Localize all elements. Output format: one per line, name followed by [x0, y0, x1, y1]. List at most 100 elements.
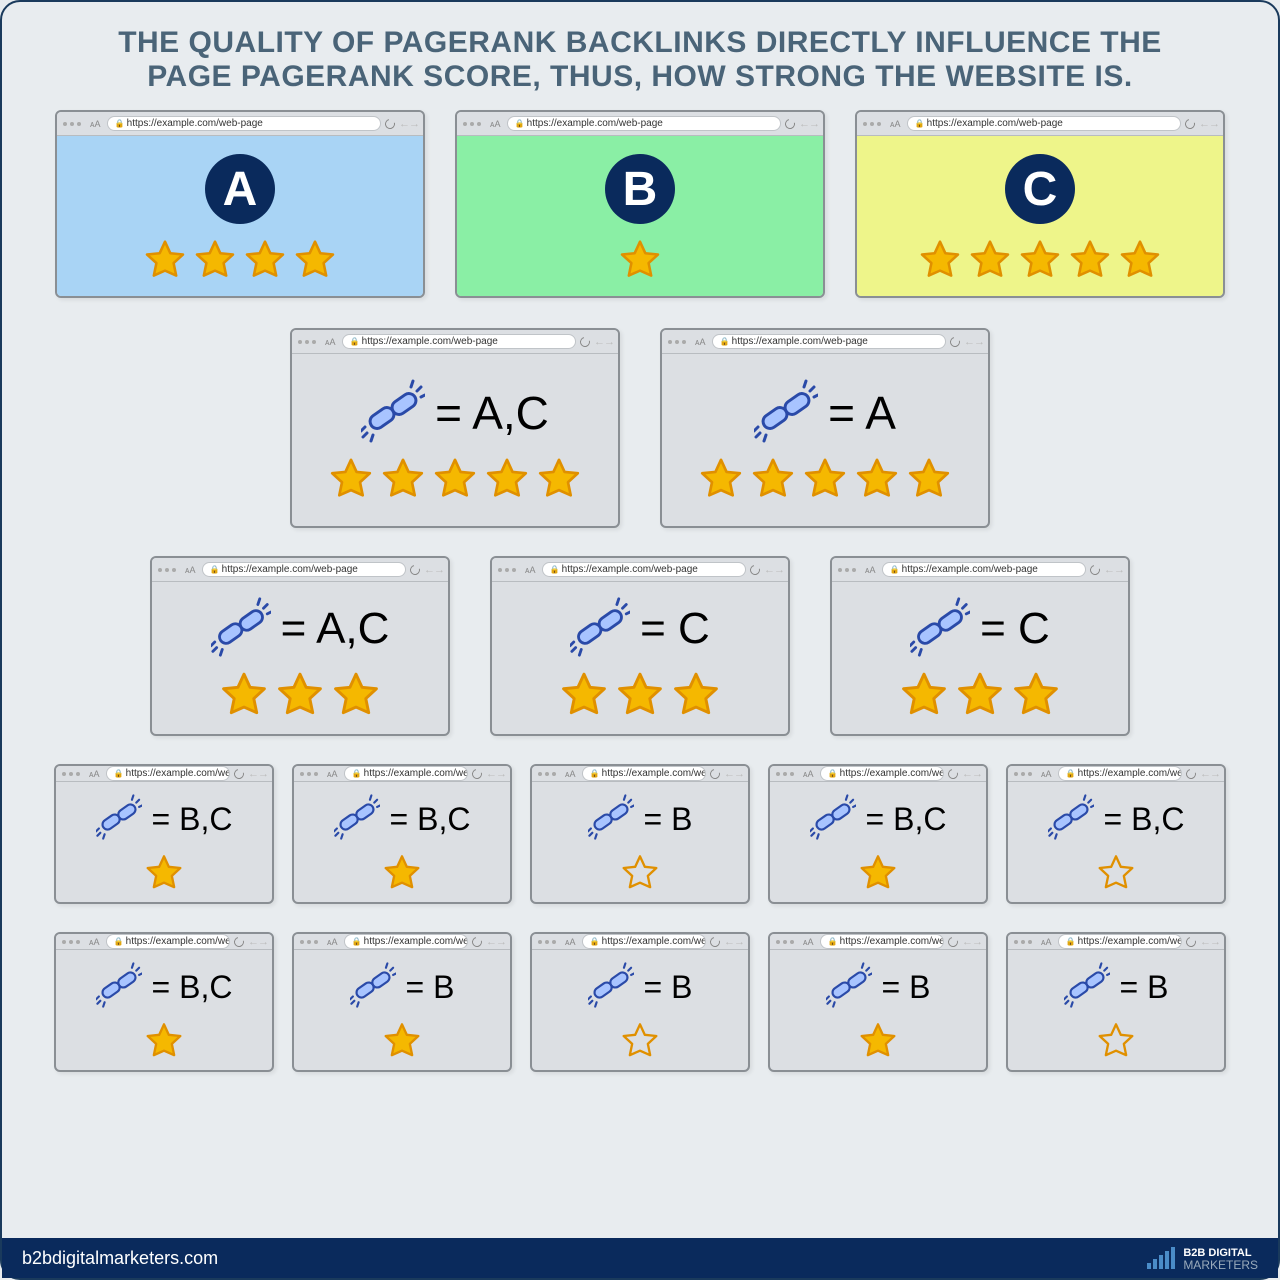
star-icon	[293, 238, 337, 282]
star-icon	[955, 670, 1005, 720]
star-icon	[1068, 238, 1112, 282]
star-rating	[899, 670, 1061, 720]
star-icon	[275, 670, 325, 720]
backlink-page: ᴀA https://example.com/web-page ←→ = B,C	[54, 932, 274, 1072]
browser-address-bar: ᴀA https://example.com/web-page ←→	[662, 330, 988, 354]
link-equation: = B,C	[96, 794, 233, 845]
browser-address-bar: ᴀA https://example.com/web-page ←→	[294, 766, 510, 782]
browser-address-bar: ᴀA https://example.com/web-page ←→	[832, 558, 1128, 582]
star-icon	[432, 456, 478, 502]
star-icon	[536, 456, 582, 502]
star-icon	[219, 670, 269, 720]
star-rating	[559, 670, 721, 720]
link-equation: = B	[588, 962, 693, 1013]
url-field: https://example.com/web-page	[542, 562, 746, 577]
link-equation: = C	[570, 597, 710, 662]
browser-address-bar: ᴀA https://example.com/web-page ←→	[492, 558, 788, 582]
browser-address-bar: ᴀA https://example.com/web-page ←→	[294, 934, 510, 950]
url-field: https://example.com/web-page	[342, 334, 576, 349]
site-c: ᴀA https://example.com/web-page ←→ C	[855, 110, 1225, 298]
star-icon	[918, 238, 962, 282]
backlink-page: ᴀA https://example.com/web-page ←→ = B,C	[54, 764, 274, 904]
url-field: https://example.com/web-page	[582, 766, 706, 781]
star-icon	[144, 1021, 184, 1061]
link-targets: = B	[644, 801, 693, 838]
site-badge: A	[205, 154, 275, 224]
link-equation: = B	[1064, 962, 1169, 1013]
footer-brand: B2B DIGITALMARKETERS	[1147, 1246, 1258, 1271]
star-icon	[620, 1021, 660, 1061]
chain-icon	[826, 962, 872, 1013]
backlink-page: ᴀA https://example.com/web-page ←→ = B	[768, 932, 988, 1072]
star-icon	[1096, 1021, 1136, 1061]
chain-icon	[334, 794, 380, 845]
link-equation: = B	[826, 962, 931, 1013]
browser-address-bar: ᴀA https://example.com/web-page ←→	[532, 934, 748, 950]
star-icon	[382, 1021, 422, 1061]
chain-icon	[1064, 962, 1110, 1013]
backlink-page: ᴀA https://example.com/web-page ←→ = B,C	[768, 764, 988, 904]
star-icon	[1011, 670, 1061, 720]
star-icon	[906, 456, 952, 502]
backlink-page: ᴀA https://example.com/web-page ←→ = B	[1006, 932, 1226, 1072]
url-field: https://example.com/web-page	[582, 934, 706, 949]
link-targets: = A,C	[281, 604, 390, 654]
star-icon	[328, 456, 374, 502]
link-targets: = B,C	[152, 969, 233, 1006]
backlink-page: ᴀA https://example.com/web-page ←→ = A	[660, 328, 990, 528]
url-field: https://example.com/web-page	[106, 766, 230, 781]
link-targets: = C	[640, 604, 710, 654]
site-a: ᴀA https://example.com/web-page ←→ A	[55, 110, 425, 298]
star-rating	[143, 238, 337, 282]
chain-icon	[1048, 794, 1094, 845]
top-sites-row: ᴀA https://example.com/web-page ←→ A ᴀA …	[32, 110, 1248, 298]
url-field: https://example.com/web-page	[507, 116, 781, 131]
browser-address-bar: ᴀA https://example.com/web-page ←→	[857, 112, 1223, 136]
link-targets: = B	[406, 969, 455, 1006]
star-icon	[382, 853, 422, 893]
chain-icon	[96, 794, 142, 845]
backlink-page: ᴀA https://example.com/web-page ←→ = B	[292, 932, 512, 1072]
url-field: https://example.com/web-page	[882, 562, 1086, 577]
star-rating	[858, 853, 898, 893]
url-field: https://example.com/web-page	[344, 766, 468, 781]
star-icon	[380, 456, 426, 502]
star-rating	[144, 853, 184, 893]
diagram-area: ᴀA https://example.com/web-page ←→ A ᴀA …	[2, 110, 1278, 1238]
star-rating	[918, 238, 1162, 282]
star-icon	[802, 456, 848, 502]
footer-url: b2bdigitalmarketers.com	[22, 1248, 218, 1269]
star-icon	[618, 238, 662, 282]
url-field: https://example.com/web-page	[1058, 934, 1182, 949]
link-equation: = B	[588, 794, 693, 845]
star-icon	[858, 853, 898, 893]
star-rating	[219, 670, 381, 720]
link-targets: = B	[882, 969, 931, 1006]
page-title: THE QUALITY OF PAGERANK BACKLINKS DIRECT…	[2, 2, 1278, 110]
link-equation: = B,C	[334, 794, 471, 845]
backlink-page: ᴀA https://example.com/web-page ←→ = A,C	[290, 328, 620, 528]
star-rating	[1096, 853, 1136, 893]
backlink-page: ᴀA https://example.com/web-page ←→ = B	[530, 764, 750, 904]
link-targets: = B,C	[866, 801, 947, 838]
link-equation: = C	[910, 597, 1050, 662]
star-icon	[698, 456, 744, 502]
star-rating	[328, 456, 582, 502]
footer: b2bdigitalmarketers.com B2B DIGITALMARKE…	[2, 1238, 1278, 1278]
browser-address-bar: ᴀA https://example.com/web-page ←→	[457, 112, 823, 136]
link-equation: = A,C	[211, 597, 390, 662]
star-icon	[968, 238, 1012, 282]
backlink-page: ᴀA https://example.com/web-page ←→ = B	[530, 932, 750, 1072]
star-icon	[193, 238, 237, 282]
browser-address-bar: ᴀA https://example.com/web-page ←→	[1008, 766, 1224, 782]
url-field: https://example.com/web-page	[107, 116, 381, 131]
backlink-page: ᴀA https://example.com/web-page ←→ = B,C	[292, 764, 512, 904]
star-rating	[620, 1021, 660, 1061]
chain-icon	[570, 597, 630, 662]
link-targets: = B,C	[390, 801, 471, 838]
star-icon	[615, 670, 665, 720]
url-field: https://example.com/web-page	[907, 116, 1181, 131]
star-rating	[620, 853, 660, 893]
link-equation: = A	[754, 379, 896, 448]
star-rating	[382, 1021, 422, 1061]
